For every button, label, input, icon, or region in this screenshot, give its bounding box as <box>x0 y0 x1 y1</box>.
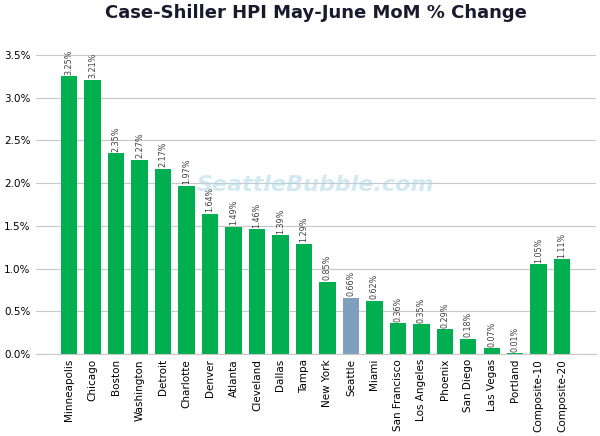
Text: 1.64%: 1.64% <box>206 187 215 212</box>
Bar <box>437 330 453 354</box>
Bar <box>202 214 218 354</box>
Text: 0.62%: 0.62% <box>370 274 379 300</box>
Text: 3.25%: 3.25% <box>65 49 74 75</box>
Bar <box>272 235 289 354</box>
Bar <box>389 324 406 354</box>
Bar <box>554 259 571 354</box>
Bar <box>484 348 500 354</box>
Bar <box>460 339 476 354</box>
Bar <box>343 298 359 354</box>
Bar <box>249 229 265 354</box>
Text: 1.29%: 1.29% <box>299 217 308 242</box>
Text: 0.01%: 0.01% <box>511 327 520 352</box>
Bar <box>108 153 124 354</box>
Bar <box>155 169 172 354</box>
Text: 1.39%: 1.39% <box>276 208 285 234</box>
Text: 1.11%: 1.11% <box>557 232 566 258</box>
Bar <box>413 324 430 354</box>
Title: Case-Shiller HPI May-June MoM % Change: Case-Shiller HPI May-June MoM % Change <box>105 4 527 22</box>
Text: 1.97%: 1.97% <box>182 159 191 184</box>
Bar <box>507 353 523 354</box>
Text: 0.07%: 0.07% <box>487 321 496 347</box>
Bar <box>366 301 383 354</box>
Bar <box>178 186 195 354</box>
Bar <box>226 227 242 354</box>
Text: 3.21%: 3.21% <box>88 53 97 78</box>
Bar <box>530 265 547 354</box>
Text: 1.46%: 1.46% <box>253 202 262 228</box>
Text: 0.66%: 0.66% <box>346 271 355 296</box>
Text: 0.85%: 0.85% <box>323 255 332 280</box>
Text: 0.35%: 0.35% <box>417 297 426 323</box>
Bar <box>296 244 312 354</box>
Text: 1.49%: 1.49% <box>229 200 238 225</box>
Text: 1.05%: 1.05% <box>534 237 543 263</box>
Text: 2.27%: 2.27% <box>135 133 144 158</box>
Text: SeattleBubble.com: SeattleBubble.com <box>197 175 434 195</box>
Bar <box>61 76 77 354</box>
Bar <box>131 160 148 354</box>
Bar <box>85 80 101 354</box>
Text: 2.17%: 2.17% <box>158 141 167 167</box>
Text: 2.35%: 2.35% <box>112 126 121 152</box>
Text: 0.29%: 0.29% <box>440 302 449 328</box>
Text: 0.18%: 0.18% <box>464 312 473 337</box>
Bar <box>319 282 335 354</box>
Text: 0.36%: 0.36% <box>394 296 403 322</box>
